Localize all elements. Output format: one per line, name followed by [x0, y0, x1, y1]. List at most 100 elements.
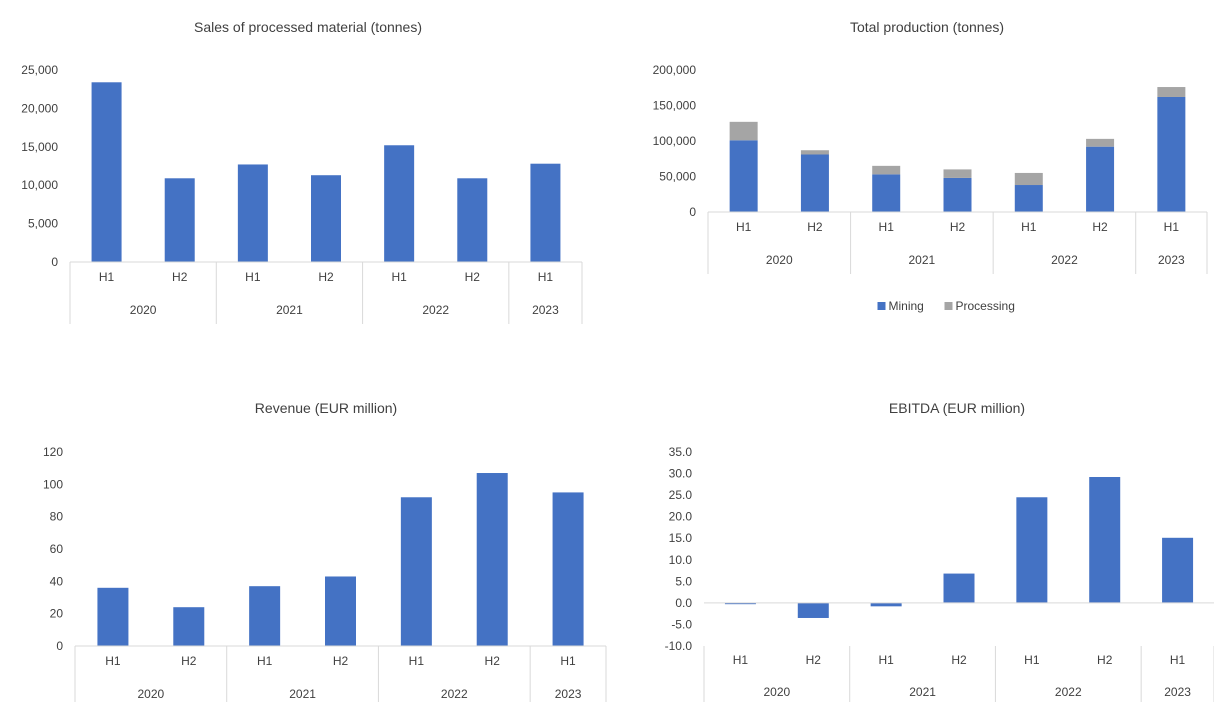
bar-value-6 — [530, 163, 561, 262]
category-label: H2 — [1097, 653, 1113, 667]
bar-processing-6 — [1157, 87, 1186, 97]
bar-mining-4 — [1014, 185, 1043, 212]
y-tick-label: 0 — [56, 639, 63, 653]
category-label: H1 — [391, 270, 407, 284]
year-label: 2020 — [138, 687, 165, 701]
category-label: H1 — [99, 270, 115, 284]
y-tick-label: 25,000 — [21, 63, 58, 77]
bar-value-2 — [870, 602, 902, 607]
year-label: 2023 — [555, 687, 582, 701]
bar-value-4 — [400, 497, 432, 646]
bar-value-4 — [384, 145, 415, 262]
category-label: H1 — [560, 654, 576, 668]
bar-value-2 — [237, 164, 268, 262]
y-tick-label: 30.0 — [669, 467, 693, 481]
year-label: 2021 — [909, 253, 936, 267]
category-label: H2 — [318, 270, 334, 284]
legend-label-mining: Mining — [889, 299, 924, 313]
category-label: H2 — [951, 653, 967, 667]
y-tick-label: -5.0 — [671, 617, 692, 631]
year-label: 2020 — [764, 685, 791, 699]
category-label: H1 — [538, 270, 554, 284]
category-label: H2 — [172, 270, 188, 284]
chart-title: Sales of processed material (tonnes) — [194, 19, 422, 35]
bar-mining-5 — [1086, 146, 1115, 212]
y-tick-label: 40 — [50, 574, 64, 588]
category-label: H1 — [736, 220, 752, 234]
bar-value-6 — [1162, 537, 1194, 603]
chart-title: Revenue (EUR million) — [255, 400, 397, 416]
bar-value-5 — [1089, 477, 1121, 603]
category-label: H1 — [1164, 220, 1180, 234]
y-tick-label: 5.0 — [675, 574, 692, 588]
year-label: 2020 — [766, 253, 793, 267]
bar-processing-1 — [800, 150, 829, 155]
category-label: H2 — [485, 654, 501, 668]
category-label: H1 — [1024, 653, 1040, 667]
bar-value-0 — [724, 602, 756, 605]
year-label: 2022 — [422, 303, 449, 317]
y-tick-label: 25.0 — [669, 488, 693, 502]
category-label: H2 — [333, 654, 349, 668]
category-label: H2 — [806, 653, 822, 667]
year-label: 2023 — [532, 303, 559, 317]
y-tick-label: 5,000 — [28, 217, 58, 231]
y-tick-label: 20.0 — [669, 510, 693, 524]
sales-chart-panel: Sales of processed material (tonnes) 0 5,… — [0, 0, 600, 340]
category-label: H1 — [1170, 653, 1186, 667]
chart-title: Total production (tonnes) — [850, 19, 1004, 35]
category-label: H2 — [1092, 220, 1108, 234]
y-tick-label: 0 — [689, 205, 696, 219]
bar-value-0 — [97, 587, 129, 646]
production-chart: Total production (tonnes) 0 50,000 100,000… — [653, 19, 1208, 313]
ebitda-chart: EBITDA (EUR million) -10.0 -5.0 0.0 5.0 10.0… — [665, 400, 1214, 702]
y-tick-label: 80 — [50, 510, 64, 524]
year-label: 2020 — [130, 303, 157, 317]
bar-value-6 — [552, 492, 584, 646]
category-label: H2 — [181, 654, 197, 668]
bar-mining-6 — [1157, 96, 1186, 212]
production-chart-panel: Total production (tonnes) 0 50,000 100,000… — [607, 0, 1214, 340]
y-tick-label: 100,000 — [653, 134, 697, 148]
legend-swatch-processing — [944, 302, 953, 310]
year-label: 2021 — [289, 687, 316, 701]
y-tick-label: 15.0 — [669, 531, 693, 545]
bar-value-1 — [164, 178, 195, 262]
bar-value-3 — [311, 175, 341, 262]
bar-value-4 — [1016, 497, 1048, 603]
bar-value-5 — [457, 178, 488, 262]
y-tick-label: 0.0 — [675, 596, 692, 610]
bar-value-0 — [91, 82, 122, 263]
category-label: H1 — [245, 270, 261, 284]
bar-value-2 — [249, 586, 281, 646]
bar-processing-5 — [1086, 138, 1115, 147]
year-label: 2021 — [276, 303, 303, 317]
category-label: H1 — [879, 220, 895, 234]
year-label: 2022 — [441, 687, 468, 701]
y-tick-label: 35.0 — [669, 445, 693, 459]
sales-chart: Sales of processed material (tonnes) 0 5,… — [21, 19, 583, 324]
y-tick-label: 20,000 — [21, 101, 58, 115]
category-label: H1 — [257, 654, 273, 668]
legend-label-processing: Processing — [956, 299, 1015, 313]
category-label: H1 — [878, 653, 894, 667]
y-tick-label: 10,000 — [21, 178, 58, 192]
y-tick-label: 100 — [43, 477, 63, 491]
category-label: H1 — [409, 654, 425, 668]
category-label: H2 — [807, 220, 823, 234]
y-tick-label: 200,000 — [653, 63, 697, 77]
category-label: H1 — [733, 653, 749, 667]
bar-mining-3 — [943, 177, 972, 212]
bar-value-1 — [797, 602, 829, 618]
bar-processing-3 — [943, 169, 972, 178]
y-tick-label: 60 — [50, 542, 64, 556]
bar-processing-4 — [1014, 172, 1043, 186]
y-tick-label: 10.0 — [669, 553, 693, 567]
legend-swatch-mining — [877, 302, 886, 310]
y-tick-label: 15,000 — [21, 140, 58, 154]
bar-mining-2 — [872, 174, 901, 212]
bar-value-3 — [325, 576, 356, 646]
year-label: 2022 — [1051, 253, 1078, 267]
category-label: H1 — [105, 654, 121, 668]
year-label: 2021 — [909, 685, 936, 699]
